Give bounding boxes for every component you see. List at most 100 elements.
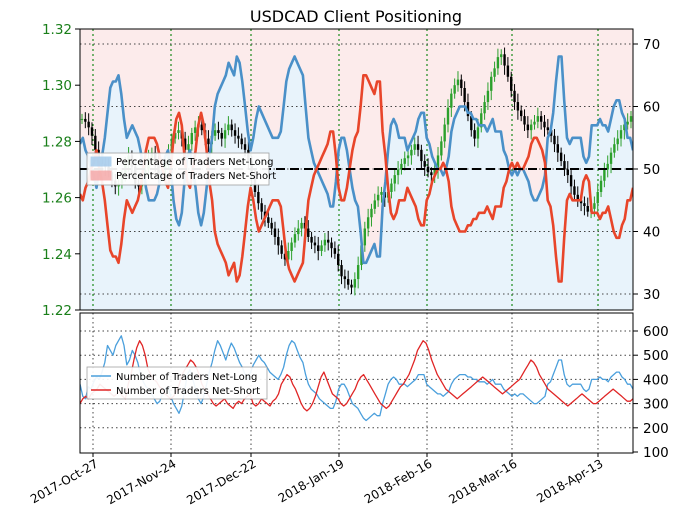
date-axis: 2017-Oct-27 2017-Nov-24 2017-Dec-22 2018-Ja… bbox=[28, 453, 606, 507]
candle-body bbox=[426, 166, 430, 173]
candle-body bbox=[500, 54, 503, 58]
candle-body bbox=[539, 116, 543, 122]
candle-body bbox=[350, 284, 353, 288]
candle-body bbox=[317, 245, 320, 251]
candle-body bbox=[579, 200, 583, 204]
candle-body bbox=[273, 228, 277, 237]
candle-body bbox=[227, 124, 230, 131]
candle-body bbox=[340, 265, 343, 277]
price-tick-label: 1.24 bbox=[42, 247, 72, 263]
candle-body bbox=[603, 169, 606, 181]
percent-tick-label: 60 bbox=[643, 100, 660, 116]
price-tick-label: 1.32 bbox=[42, 22, 72, 38]
candle-body bbox=[446, 107, 450, 125]
candle-body bbox=[430, 172, 433, 176]
candle-body bbox=[599, 180, 603, 192]
candle-body bbox=[240, 138, 243, 145]
candle-body bbox=[267, 217, 270, 223]
candle-body bbox=[280, 245, 283, 254]
candle-body bbox=[243, 144, 247, 150]
candle-body bbox=[536, 116, 540, 122]
candle-body bbox=[223, 130, 227, 139]
candle-body bbox=[443, 124, 446, 142]
candle-body bbox=[493, 68, 496, 77]
candle-body bbox=[460, 79, 463, 89]
candle-body bbox=[193, 127, 197, 133]
candle-body bbox=[343, 276, 347, 280]
candle-body bbox=[616, 138, 619, 145]
candle-body bbox=[90, 127, 94, 136]
legend-label: Percentage of Traders Net-Short bbox=[116, 171, 276, 182]
date-tick-label: 2017-Oct-27 bbox=[28, 456, 100, 506]
candle-body bbox=[307, 228, 310, 237]
candle-body bbox=[346, 279, 350, 285]
candle-body bbox=[503, 54, 506, 66]
candle-body bbox=[370, 208, 373, 218]
candle-body bbox=[330, 242, 333, 249]
candle-body bbox=[297, 228, 300, 235]
candle-body bbox=[596, 191, 599, 204]
count-tick-label: 400 bbox=[643, 372, 669, 388]
price-tick-label: 1.26 bbox=[42, 191, 72, 207]
candle-body bbox=[187, 144, 190, 150]
count-tick-label: 300 bbox=[643, 397, 669, 413]
legend-label: Number of Traders Net-Long bbox=[116, 372, 257, 383]
percent-tick-label: 40 bbox=[643, 225, 660, 241]
candle-body bbox=[287, 250, 290, 260]
candle-body bbox=[84, 118, 87, 122]
candle-body bbox=[333, 248, 337, 254]
candle-body bbox=[606, 163, 609, 170]
date-tick-label: 2017-Nov-24 bbox=[104, 456, 178, 507]
candle-body bbox=[523, 116, 526, 125]
candle-body bbox=[563, 161, 566, 170]
candle-body bbox=[629, 116, 633, 122]
candle-body bbox=[433, 169, 436, 176]
candle-body bbox=[366, 217, 370, 229]
candle-body bbox=[423, 161, 426, 167]
candle-body bbox=[516, 102, 520, 111]
candle-body bbox=[190, 132, 193, 145]
candle-body bbox=[230, 124, 233, 131]
candle-body bbox=[87, 121, 90, 128]
candle-body bbox=[526, 124, 530, 131]
candle-body bbox=[613, 144, 616, 153]
date-tick-label: 2018-Apr-13 bbox=[534, 456, 605, 505]
net-long-count-line bbox=[80, 335, 633, 422]
candle-body bbox=[410, 149, 413, 156]
candle-body bbox=[237, 135, 240, 139]
candle-body bbox=[293, 234, 297, 243]
candle-body bbox=[177, 130, 180, 133]
candle-body bbox=[376, 194, 380, 201]
percent-tick-label: 70 bbox=[643, 37, 660, 53]
candle-body bbox=[270, 222, 273, 229]
candle-body bbox=[406, 155, 410, 159]
chart-title: USDCAD Client Positioning bbox=[250, 7, 462, 26]
legend-swatch bbox=[90, 156, 112, 167]
candle-body bbox=[396, 169, 400, 176]
candle-body bbox=[510, 76, 513, 91]
candle-body bbox=[390, 183, 393, 192]
candle-body bbox=[313, 242, 317, 246]
candle-body bbox=[453, 85, 456, 94]
candle-body bbox=[290, 242, 293, 251]
candle-body bbox=[609, 152, 613, 164]
candle-body bbox=[480, 113, 483, 128]
date-tick-label: 2017-Dec-22 bbox=[184, 456, 258, 507]
candle-body bbox=[420, 149, 423, 162]
candle-body bbox=[546, 127, 550, 131]
candle-body bbox=[520, 110, 523, 117]
candle-body bbox=[393, 175, 396, 184]
price-panel: 1.22 1.24 1.26 1.28 1.30 1.32 30 40 50 60 70 Perc… bbox=[42, 22, 660, 319]
count-tick-label: 600 bbox=[643, 324, 669, 340]
candle-body bbox=[593, 203, 596, 209]
percentage-legend: Percentage of Traders Net-Long Percentage… bbox=[86, 152, 276, 186]
candle-body bbox=[260, 203, 263, 212]
candle-body bbox=[80, 118, 84, 120]
candle-body bbox=[94, 135, 97, 150]
candle-body bbox=[217, 130, 220, 133]
candle-body bbox=[583, 203, 586, 207]
candle-body bbox=[490, 76, 493, 91]
candle-body bbox=[486, 90, 490, 103]
candle-body bbox=[337, 253, 340, 266]
